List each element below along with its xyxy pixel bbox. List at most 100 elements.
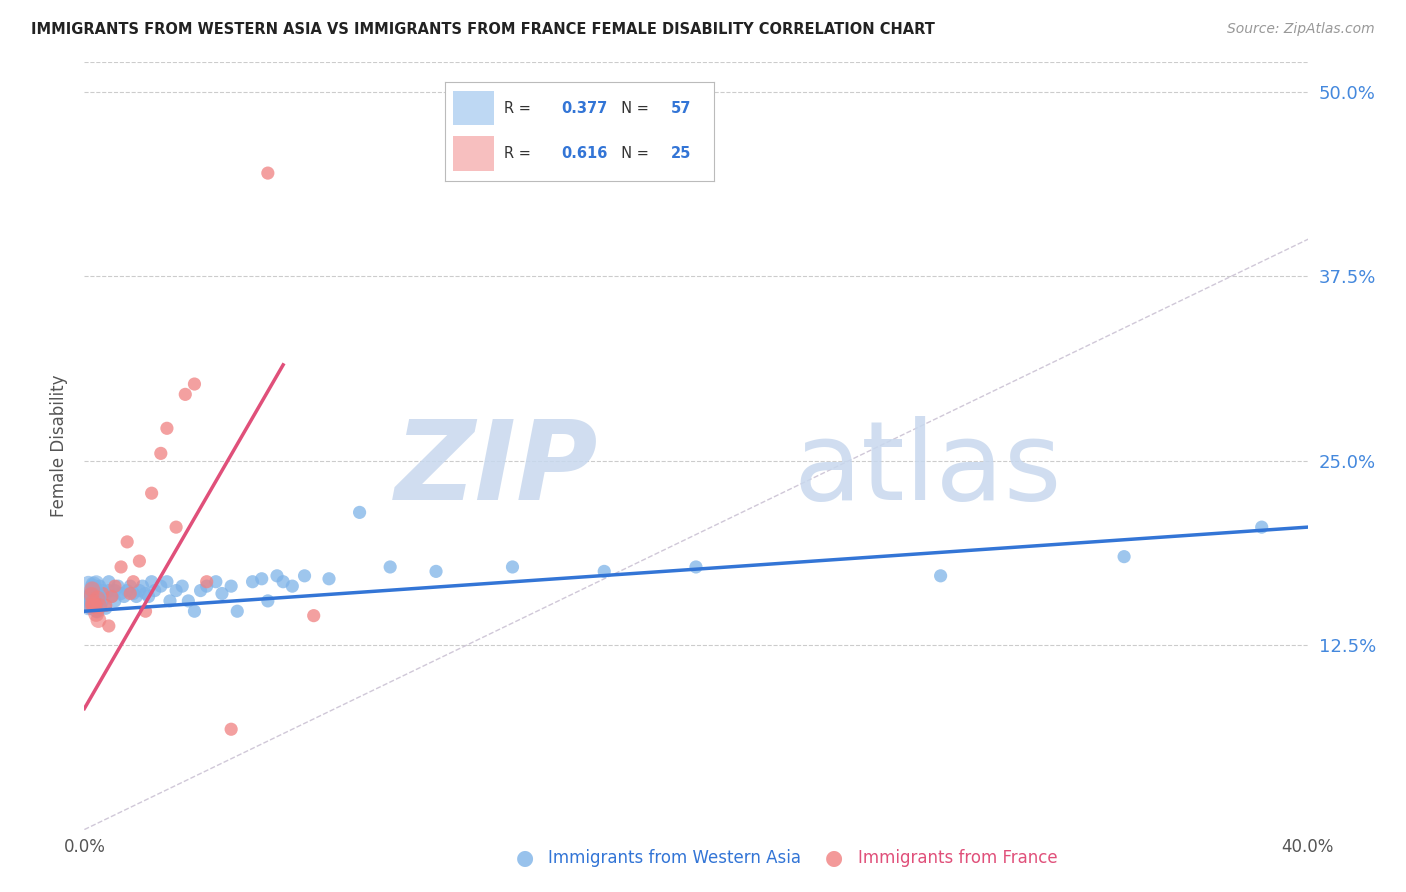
Point bbox=[79, 601, 101, 615]
Text: Immigrants from France: Immigrants from France bbox=[858, 849, 1057, 867]
Y-axis label: Female Disability: Female Disability bbox=[51, 375, 69, 517]
Point bbox=[82, 582, 104, 597]
Point bbox=[79, 586, 101, 600]
Point bbox=[87, 590, 110, 604]
Point bbox=[115, 535, 138, 549]
Point bbox=[1250, 520, 1272, 534]
Point bbox=[83, 590, 105, 604]
Point bbox=[101, 590, 124, 604]
Point bbox=[294, 569, 316, 583]
Point bbox=[112, 590, 135, 604]
Point bbox=[91, 586, 114, 600]
Point bbox=[380, 560, 402, 574]
Point bbox=[205, 574, 228, 589]
Point bbox=[77, 600, 100, 615]
Point bbox=[302, 608, 325, 623]
Point bbox=[120, 586, 142, 600]
Point bbox=[87, 613, 110, 627]
Point bbox=[172, 579, 194, 593]
Point bbox=[83, 582, 105, 596]
Point bbox=[183, 604, 205, 618]
Point bbox=[318, 572, 340, 586]
Point bbox=[89, 599, 111, 613]
Point bbox=[1114, 549, 1136, 564]
Point bbox=[143, 583, 166, 598]
Text: IMMIGRANTS FROM WESTERN ASIA VS IMMIGRANTS FROM FRANCE FEMALE DISABILITY CORRELA: IMMIGRANTS FROM WESTERN ASIA VS IMMIGRAN… bbox=[31, 22, 935, 37]
Point bbox=[128, 554, 150, 568]
Point bbox=[593, 565, 616, 579]
Point bbox=[156, 421, 179, 435]
Point bbox=[211, 586, 233, 600]
Point bbox=[86, 604, 108, 618]
Point bbox=[281, 579, 304, 593]
Point bbox=[83, 594, 105, 608]
Point bbox=[135, 586, 157, 600]
Point bbox=[250, 572, 273, 586]
Point bbox=[86, 599, 108, 613]
Text: Immigrants from Western Asia: Immigrants from Western Asia bbox=[548, 849, 801, 867]
Point bbox=[89, 598, 111, 612]
Point bbox=[125, 590, 148, 604]
Point bbox=[135, 604, 157, 618]
Point bbox=[195, 579, 218, 593]
Point bbox=[89, 590, 111, 604]
Point bbox=[138, 590, 160, 604]
Point bbox=[77, 590, 100, 604]
Point bbox=[266, 569, 288, 583]
Point bbox=[425, 565, 447, 579]
Point bbox=[97, 574, 120, 589]
Point bbox=[242, 574, 264, 589]
Point bbox=[86, 603, 108, 617]
Point bbox=[80, 593, 103, 607]
Point bbox=[165, 583, 187, 598]
Point bbox=[104, 594, 127, 608]
Point bbox=[149, 446, 172, 460]
Point bbox=[141, 486, 163, 500]
Text: atlas: atlas bbox=[794, 416, 1063, 523]
Point bbox=[97, 619, 120, 633]
Point bbox=[84, 584, 107, 599]
Point bbox=[80, 598, 103, 612]
Point bbox=[83, 577, 105, 591]
Point bbox=[94, 601, 117, 615]
Point bbox=[82, 586, 104, 600]
Point bbox=[94, 599, 117, 613]
Point bbox=[502, 560, 524, 574]
Point bbox=[91, 594, 114, 608]
Point bbox=[271, 574, 294, 589]
Point bbox=[128, 583, 150, 598]
Point bbox=[80, 588, 103, 602]
Point bbox=[83, 588, 105, 602]
Point bbox=[84, 576, 107, 591]
Point bbox=[165, 520, 187, 534]
Point bbox=[122, 574, 145, 589]
Point bbox=[195, 574, 218, 589]
Point bbox=[219, 723, 242, 737]
Point bbox=[115, 583, 138, 598]
Point bbox=[83, 599, 105, 613]
Point bbox=[91, 583, 114, 598]
Point bbox=[86, 591, 108, 605]
Point bbox=[82, 580, 104, 594]
Point bbox=[77, 576, 100, 591]
Point bbox=[89, 579, 111, 593]
Point bbox=[349, 505, 371, 519]
Point bbox=[101, 590, 124, 604]
Point bbox=[257, 594, 280, 608]
Point bbox=[83, 599, 105, 613]
Point bbox=[107, 579, 129, 593]
Point bbox=[120, 579, 142, 593]
Text: ZIP: ZIP bbox=[395, 416, 598, 523]
Point bbox=[79, 593, 101, 607]
Point bbox=[159, 594, 181, 608]
Point bbox=[929, 569, 952, 583]
Point bbox=[80, 589, 103, 603]
Point bbox=[190, 583, 212, 598]
Point bbox=[219, 579, 242, 593]
Point bbox=[97, 583, 120, 598]
Point bbox=[94, 586, 117, 600]
Point bbox=[685, 560, 707, 574]
Point bbox=[82, 595, 104, 609]
Point bbox=[82, 599, 104, 613]
Text: ●: ● bbox=[516, 848, 534, 868]
